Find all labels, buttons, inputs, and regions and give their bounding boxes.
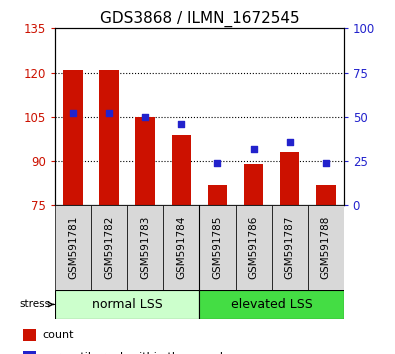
Text: GSM591783: GSM591783 <box>140 216 150 280</box>
Point <box>70 110 77 116</box>
Bar <box>272 205 308 290</box>
Text: GSM591784: GSM591784 <box>177 216 186 280</box>
Bar <box>308 205 344 290</box>
Bar <box>23 351 36 354</box>
Text: stress: stress <box>20 299 51 309</box>
Point <box>322 160 329 166</box>
Text: elevated LSS: elevated LSS <box>231 298 312 311</box>
Bar <box>100 70 119 205</box>
Bar <box>316 185 335 205</box>
Bar <box>91 205 127 290</box>
Point <box>142 114 149 120</box>
Bar <box>135 117 155 205</box>
Text: percentile rank within the sample: percentile rank within the sample <box>42 352 230 354</box>
Bar <box>127 205 164 290</box>
Bar <box>199 205 235 290</box>
Bar <box>64 70 83 205</box>
Bar <box>280 152 299 205</box>
Point <box>250 146 257 152</box>
Text: GSM591788: GSM591788 <box>321 216 331 280</box>
Text: GSM591786: GSM591786 <box>248 216 259 280</box>
Text: normal LSS: normal LSS <box>92 298 163 311</box>
Bar <box>244 164 263 205</box>
Bar <box>235 205 272 290</box>
Bar <box>164 205 199 290</box>
Bar <box>23 329 36 342</box>
Text: GSM591785: GSM591785 <box>213 216 222 280</box>
Text: GSM591787: GSM591787 <box>284 216 295 280</box>
Bar <box>55 290 199 319</box>
Text: count: count <box>42 330 73 340</box>
Text: GSM591782: GSM591782 <box>104 216 115 280</box>
Bar <box>171 135 191 205</box>
Point <box>178 121 184 127</box>
Text: GSM591781: GSM591781 <box>68 216 78 280</box>
Point <box>286 139 293 144</box>
Bar <box>199 290 344 319</box>
Title: GDS3868 / ILMN_1672545: GDS3868 / ILMN_1672545 <box>100 11 299 27</box>
Bar <box>208 185 228 205</box>
Point <box>106 110 113 116</box>
Bar <box>55 205 91 290</box>
Point <box>214 160 221 166</box>
